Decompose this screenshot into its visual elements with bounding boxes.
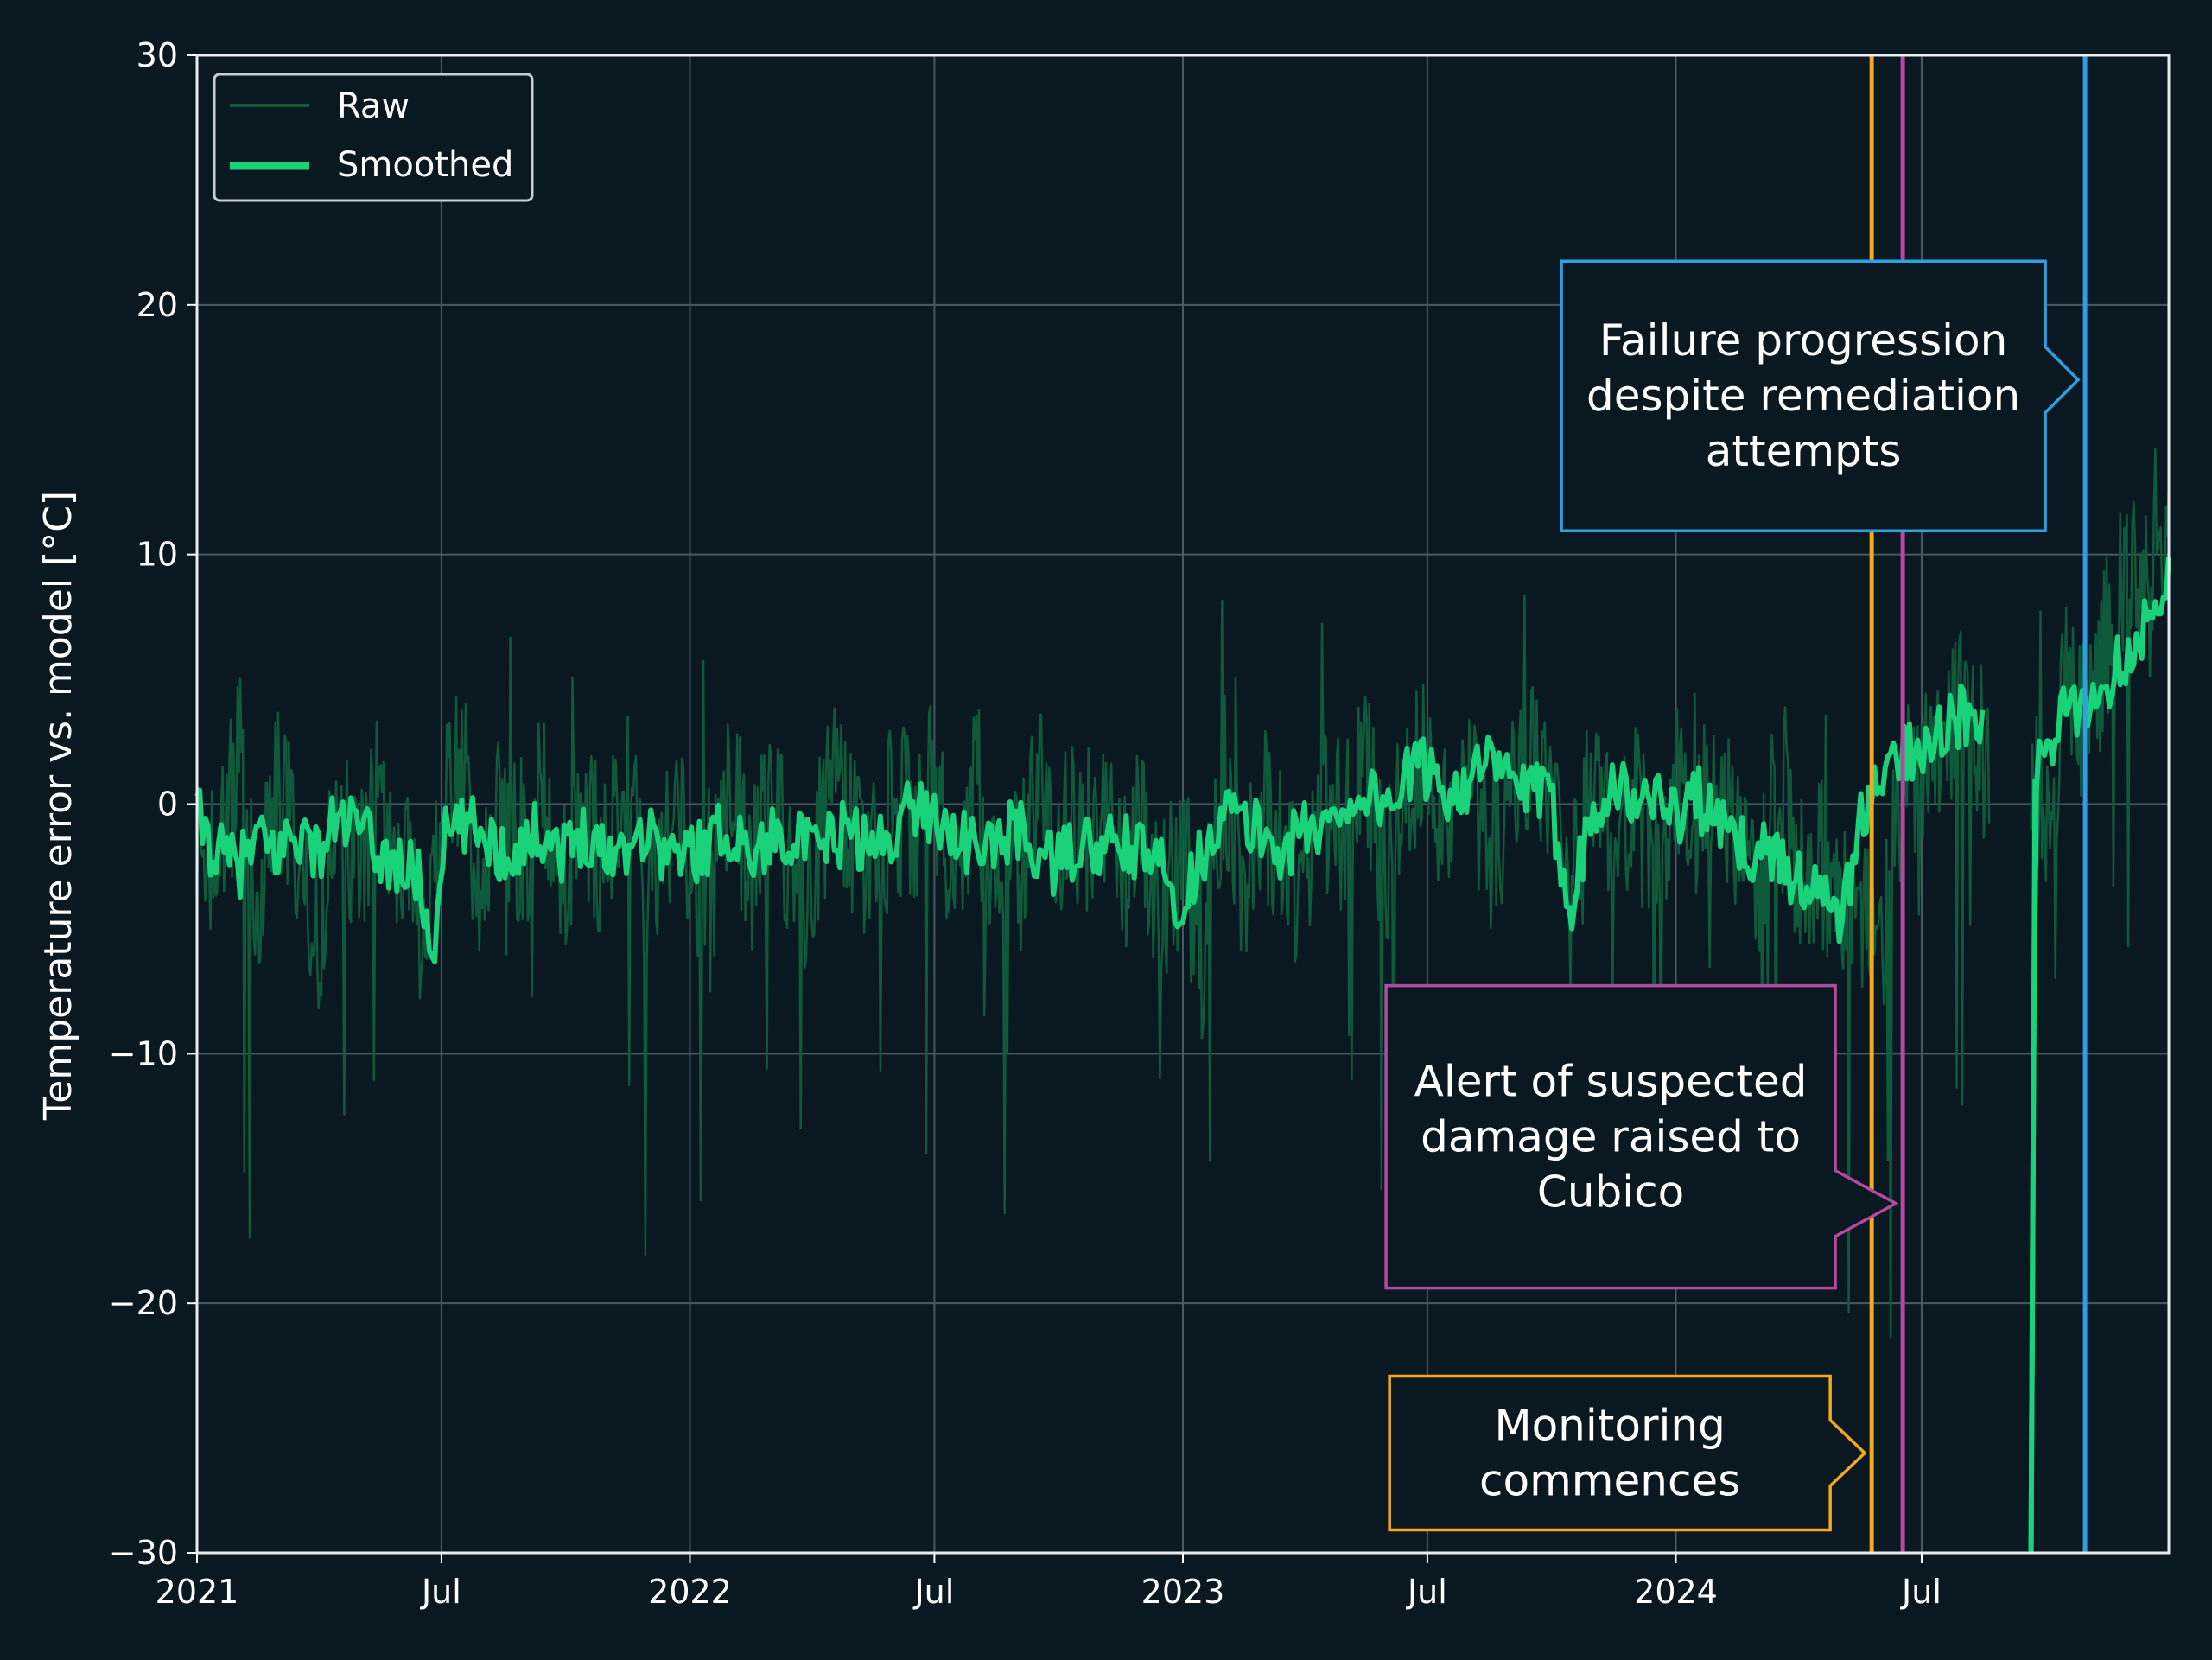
x-tick-label-6: 2024 [1634,1573,1718,1611]
annotation-text-monitoring-0: Monitoring [1494,1400,1725,1450]
x-tick-label-3: Jul [912,1573,954,1611]
axes: 2021 Jul 2022 Jul 2023 Jul 2024 Jul 30 20 10 0 −10 −2… [109,36,2171,1611]
legend-smoothed-label: Smoothed [337,145,513,185]
x-tick-label-5: Jul [1406,1573,1447,1611]
y-tick-label-4: −10 [109,1034,178,1072]
y-tick-label-0: 30 [137,36,178,74]
annotation-box-alert [1384,983,1899,1290]
plot-frame [195,54,2171,1555]
y-tick-label-2: 10 [137,536,178,574]
y-tick-label-1: 20 [137,286,178,324]
y-tick-label-5: −20 [109,1284,178,1322]
legend: Raw Smoothed [213,73,534,202]
annotation-box-monitoring [1388,1374,1867,1532]
x-tick-label-4: 2023 [1141,1573,1225,1611]
annotation-box-failure [1560,259,2081,532]
x-tick-label-2: 2022 [648,1573,732,1611]
annotation-text-failure-0: Failure progression [1599,315,2007,366]
smoothed-line-segment-0 [194,683,1986,964]
legend-raw-label: Raw [337,86,410,126]
x-tick-label-1: Jul [420,1573,461,1611]
raw-line-segment-1 [2030,448,2171,980]
annotation-text-alert-1: damage raised to [1421,1112,1801,1162]
annotation-text-alert-2: Cubico [1537,1167,1684,1218]
x-tick-label-0: 2021 [156,1573,239,1611]
annotation-text-alert-0: Alert of suspected [1414,1057,1808,1107]
y-tick-label-3: 0 [157,785,178,824]
y-tick-label-6: −30 [109,1534,178,1572]
y-axis-label: Temperature error vs. model [°C] [36,491,80,1121]
annotation-text-monitoring-1: commences [1479,1455,1740,1505]
annotation-text-failure-2: attempts [1706,426,1902,476]
smoothed-restart-spike [2028,779,2038,1554]
x-tick-label-7: Jul [1900,1573,1942,1611]
smoothed-line-segment-1 [2028,556,2171,1550]
smoothed-series [194,556,2171,1554]
annotation-text-failure-1: despite remediation [1586,371,2020,421]
